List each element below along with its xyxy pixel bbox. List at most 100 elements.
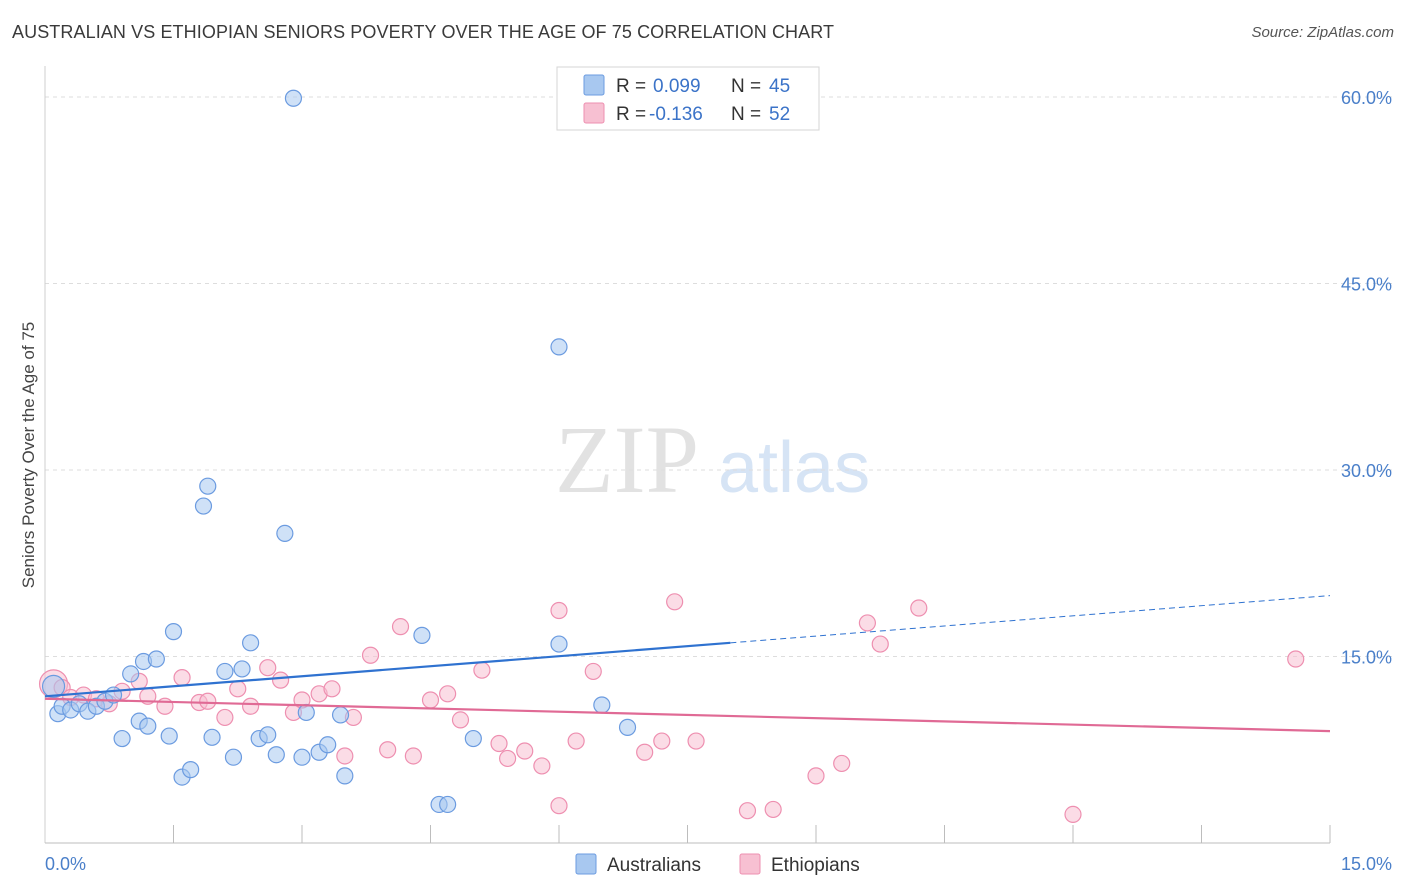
australians-point [336,767,354,785]
australians-point [122,665,140,683]
x-tick-label: 15.0% [1341,854,1392,874]
ethiopians-point [738,802,757,820]
australians-point [160,727,178,745]
ethiopians-point [1064,805,1082,824]
ethiopians-point [653,732,671,750]
ethiopians-point [550,797,568,815]
series-legend-swatch-ethiopians [739,853,761,875]
series-legend-swatch-australians [575,853,597,875]
ethiopians-trend-line [44,697,1331,733]
australians-point [194,497,213,515]
australians-point [464,729,482,748]
ethiopians-point [687,732,705,750]
chart-title: AUSTRALIAN VS ETHIOPIAN SENIORS POVERTY … [12,22,835,42]
australians-point [550,338,568,356]
ethiopians-point [379,741,397,759]
ethiopians-point [216,708,234,727]
legend-n-label-ethiopians: N = [731,104,761,125]
ethiopians-point [833,754,851,773]
australians-point [164,623,183,641]
ethiopians-point [229,680,247,698]
ethiopians-point [516,742,534,760]
ethiopians-point [361,646,380,664]
legend-r-label-australians: R = [616,76,646,97]
ethiopians-point [807,767,825,785]
ethiopians-point [858,614,877,632]
watermark-atlas: atlas [718,428,870,508]
series-legend-label-ethiopians: Ethiopians [771,855,860,876]
ethiopians-point [764,800,782,819]
correlation-legend: R = 0.099 N = 45 R = -0.136 N = 52 [556,66,820,131]
ethiopians-point [173,669,191,687]
australians-point [147,650,165,668]
tick-labels: 15.0% 30.0% 45.0% 60.0% 0.0% 15.0% [45,88,1392,874]
y-tick-label: 60.0% [1341,88,1392,108]
australians-point [139,717,157,735]
y-axis-label: Seniors Poverty Over the Age of 75 [19,322,38,588]
australians-point [182,761,200,779]
australians-point [293,748,311,766]
australians-trend-line [44,641,731,698]
axes [44,66,1331,844]
ethiopians-point [242,697,260,715]
ethiopians-point [1287,650,1305,668]
australians-point [224,748,243,766]
australians-point [267,746,285,764]
australians-point [199,477,217,495]
legend-r-value-ethiopians: -0.136 [649,104,703,125]
australians-point [550,635,568,653]
ethiopians-point [439,685,457,703]
australians-point [113,729,131,748]
australians-points [41,89,637,814]
australians-point [297,703,315,722]
ethiopians-point [421,691,440,709]
australians-point [203,728,221,746]
ethiopians-point [871,635,889,653]
ethiopians-point [584,662,602,681]
ethiopians-point [473,661,491,679]
watermark-zip: ZIP [555,406,699,513]
grid-lines [45,96,1392,657]
australians-point [413,626,431,644]
source-label: Source: ZipAtlas.com [1251,24,1394,41]
ethiopians-point [499,749,517,768]
y-tick-label: 45.0% [1341,275,1392,295]
legend-n-value-australians: 45 [769,76,790,97]
ethiopians-point [199,692,217,710]
australians-point [618,718,637,736]
ethiopians-point [910,599,928,617]
ethiopians-point [666,593,684,611]
x-tick-label: 0.0% [45,854,86,874]
series-legend: Australians Ethiopians [575,853,860,876]
legend-n-value-ethiopians: 52 [769,104,790,125]
australians-point [331,706,350,724]
ethiopians-point [550,601,568,620]
y-tick-label: 30.0% [1341,461,1392,481]
australians-point [439,795,457,814]
australians-point [284,89,303,107]
ethiopians-point [636,743,654,761]
ethiopians-points [38,593,1305,824]
australians-point [233,660,251,678]
australians-point [41,674,66,698]
ethiopians-point [490,734,508,753]
ethiopians-point [567,732,585,750]
ethiopians-point [451,711,470,729]
legend-swatch-australians [583,74,605,96]
australians-point [259,726,277,744]
legend-r-value-australians: 0.099 [653,76,701,97]
australians-point [593,696,611,714]
australians-point [319,736,337,754]
australians-trend-extension [730,595,1331,644]
legend-n-label-australians: N = [731,76,761,97]
ethiopians-point [404,747,422,765]
ethiopians-point [336,747,354,765]
y-tick-label: 15.0% [1341,648,1392,668]
australians-point [276,524,294,543]
australians-point [216,662,234,681]
legend-r-label-ethiopians: R = [616,104,646,125]
legend-swatch-ethiopians [583,102,605,124]
australians-point [242,634,260,652]
trend-lines [44,595,1331,733]
